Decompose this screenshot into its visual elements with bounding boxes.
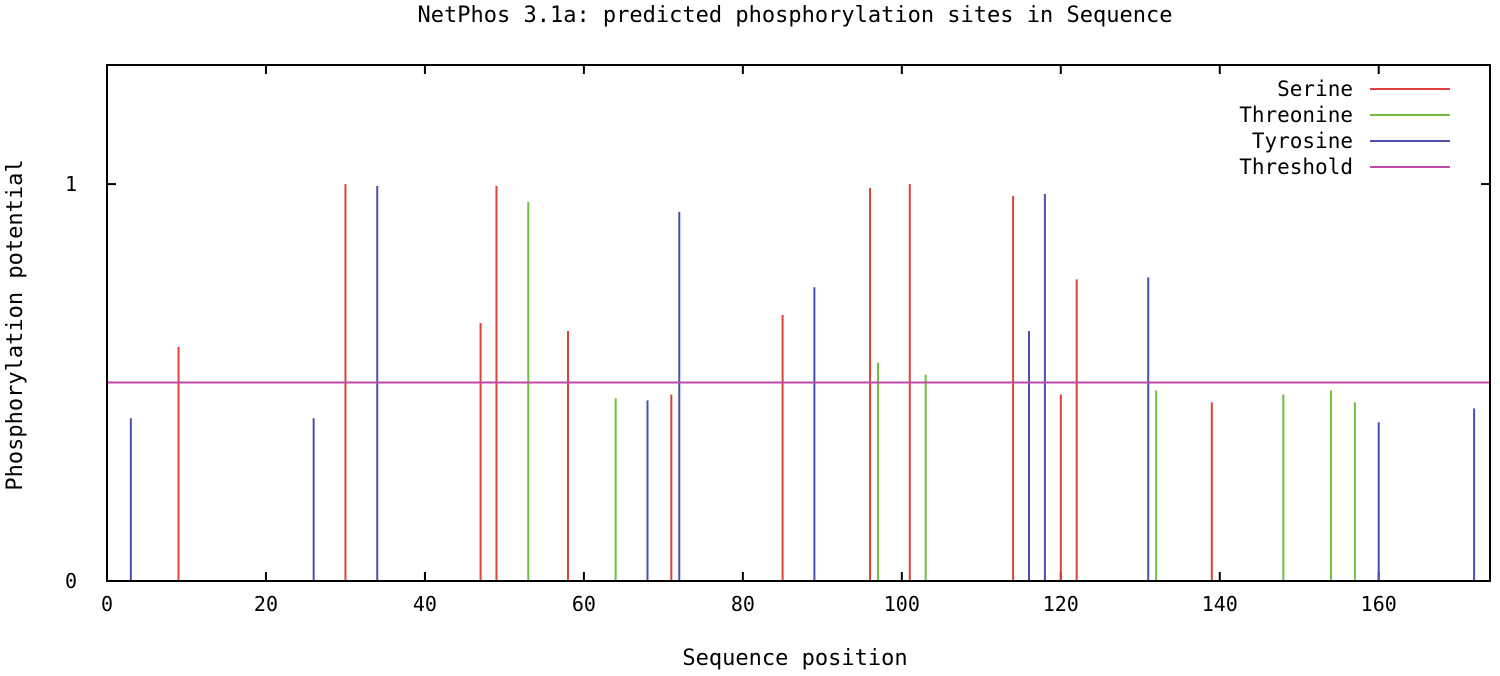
y-tick-label: 1 bbox=[65, 172, 77, 196]
chart-title: NetPhos 3.1a: predicted phosphorylation … bbox=[418, 3, 1173, 28]
x-tick-label: 120 bbox=[1043, 592, 1079, 616]
axis-ticks: 0 20 40 60 80 100 120 140 160 0 1 bbox=[65, 65, 1490, 616]
legend-label: Serine bbox=[1277, 77, 1353, 101]
x-tick-label: 20 bbox=[254, 592, 278, 616]
x-tick-label: 100 bbox=[884, 592, 920, 616]
x-tick-label: 160 bbox=[1361, 592, 1397, 616]
phosphorylation-marks bbox=[107, 184, 1490, 581]
y-axis-label: Phosphorylation potential bbox=[3, 159, 28, 490]
legend-label: Threshold bbox=[1239, 155, 1353, 179]
x-tick-label: 0 bbox=[101, 592, 113, 616]
legend-label: Threonine bbox=[1239, 103, 1353, 127]
x-axis-label: Sequence position bbox=[682, 646, 907, 671]
x-tick-label: 60 bbox=[572, 592, 596, 616]
plot-frame bbox=[106, 64, 1491, 582]
x-tick-label: 40 bbox=[413, 592, 437, 616]
legend-label: Tyrosine bbox=[1252, 129, 1353, 153]
x-tick-label: 140 bbox=[1202, 592, 1238, 616]
y-tick-label: 0 bbox=[65, 569, 77, 593]
x-tick-label: 80 bbox=[731, 592, 755, 616]
